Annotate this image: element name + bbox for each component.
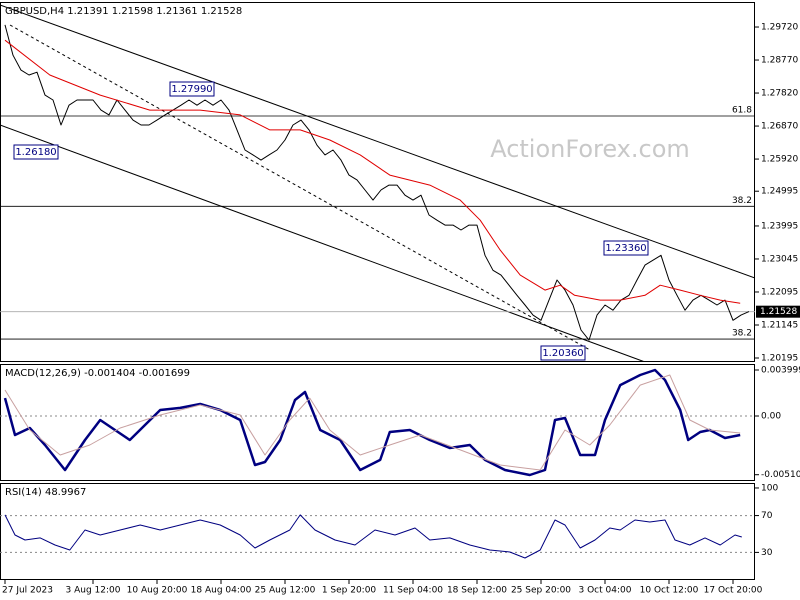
x-tick-label: 17 Oct 20:00 (704, 586, 763, 596)
y-tick-label: 1.28770 (761, 56, 798, 66)
y-tick-label: 1.24995 (761, 187, 798, 197)
watermark: ActionForex.com (490, 135, 690, 163)
x-tick-label: 11 Sep 04:00 (383, 586, 443, 596)
y-tick-label: 0.003999 (761, 365, 800, 375)
x-tick-label: 3 Aug 12:00 (66, 586, 121, 596)
y-tick-label: 1.23995 (761, 221, 798, 231)
price-marker-label: 1.21528 (760, 307, 797, 317)
macd-frame (0, 364, 755, 481)
series-group (4, 24, 750, 341)
level-label: 38.2 (732, 196, 752, 206)
annotation-box (603, 240, 649, 256)
series-line (4, 24, 750, 341)
main-frame (0, 2, 755, 362)
series-line (4, 39, 741, 304)
channel-lower (0, 124, 646, 362)
series-line (3, 368, 741, 477)
channel-upper (0, 4, 755, 279)
panel-title: RSI(14) 48.9967 (5, 487, 86, 498)
series-line (4, 514, 742, 559)
annotation-box (13, 144, 59, 160)
y-tick-label: 1.27820 (761, 89, 798, 99)
annotation: 1.26180 (15, 147, 56, 158)
series-group (4, 514, 742, 559)
y-tick-label: 100 (761, 483, 778, 493)
trend-lines (0, 4, 755, 362)
y-tick-label: -0.005103 (761, 470, 800, 480)
annotation-box (540, 345, 586, 361)
annotation: 1.27990 (171, 84, 212, 95)
y-tick-label: 1.25920 (761, 155, 798, 165)
x-tick-label: 3 Oct 04:00 (579, 586, 632, 596)
y-tick-label: 1.29720 (761, 23, 798, 33)
level-label: 61.8 (732, 105, 752, 115)
x-tick-label: 1 Sep 20:00 (322, 586, 377, 596)
x-tick-label: 10 Oct 12:00 (640, 586, 699, 596)
y-tick-label: 1.26870 (761, 122, 798, 132)
x-tick-label: 27 Jul 2023 (2, 586, 53, 596)
x-tick-label: 10 Aug 20:00 (127, 586, 188, 596)
x-tick-label: 18 Aug 04:00 (191, 586, 252, 596)
rsi-frame (0, 483, 755, 580)
y-tick-label: 1.23045 (761, 254, 798, 264)
y-tick-label: 1.20195 (761, 354, 798, 364)
panel-title: MACD(12,26,9) -0.001404 -0.001699 (5, 368, 190, 379)
y-tick-label: 1.21145 (761, 320, 798, 330)
x-tick-label: 18 Sep 12:00 (447, 586, 507, 596)
y-tick-label: 70 (761, 511, 773, 521)
trend-dashed (9, 24, 591, 351)
panel-title: GBPUSD,H4 1.21391 1.21598 1.21361 1.2152… (5, 6, 242, 17)
y-tick-label: 1.22095 (761, 287, 798, 297)
level-label: 38.2 (732, 329, 752, 339)
annotation-box (169, 81, 215, 97)
series-line (4, 374, 741, 471)
x-tick-label: 25 Aug 12:00 (255, 586, 316, 596)
x-tick-label: 25 Sep 20:00 (511, 586, 571, 596)
series-group (3, 368, 741, 477)
y-tick-label: 30 (761, 548, 773, 558)
annotation: 1.23360 (605, 243, 646, 254)
annotation: 1.20360 (542, 348, 583, 359)
price-marker-box (756, 305, 800, 318)
y-tick-label: 0.00 (761, 412, 781, 422)
